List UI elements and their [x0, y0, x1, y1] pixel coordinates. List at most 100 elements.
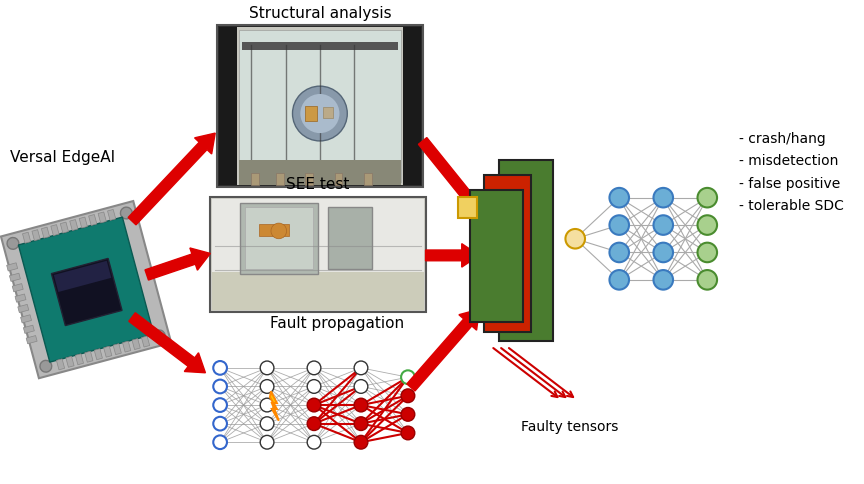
Circle shape [260, 436, 274, 449]
Text: Versal EdgeAI: Versal EdgeAI [10, 150, 115, 165]
Circle shape [697, 270, 717, 289]
Bar [123, 341, 130, 352]
Bar [251, 173, 259, 185]
Circle shape [213, 361, 227, 375]
Circle shape [697, 215, 717, 235]
Text: - false positive: - false positive [739, 177, 840, 191]
Circle shape [354, 361, 368, 375]
Circle shape [401, 370, 415, 384]
Bar [18, 217, 154, 362]
Bar [85, 351, 93, 362]
Bar [94, 348, 103, 360]
Bar [66, 356, 74, 367]
Circle shape [293, 86, 347, 141]
Bar [364, 173, 372, 185]
Bar [305, 106, 317, 121]
Circle shape [609, 270, 629, 289]
Bar [51, 225, 59, 236]
Bar [239, 203, 318, 274]
Bar [242, 42, 398, 50]
Polygon shape [128, 133, 215, 225]
Circle shape [609, 188, 629, 208]
Bar [89, 214, 97, 226]
Bar [259, 224, 289, 236]
Bar [213, 272, 423, 310]
Circle shape [308, 361, 321, 375]
Circle shape [213, 398, 227, 412]
Bar [98, 212, 106, 223]
Circle shape [213, 417, 227, 430]
Bar [107, 210, 116, 220]
Bar [323, 106, 333, 119]
Polygon shape [145, 248, 210, 280]
Circle shape [120, 207, 132, 219]
Circle shape [697, 242, 717, 262]
Bar [79, 217, 87, 228]
Circle shape [260, 398, 274, 412]
Circle shape [271, 223, 287, 239]
Circle shape [308, 398, 321, 412]
Bar [219, 28, 421, 185]
Circle shape [565, 229, 585, 249]
Bar [276, 173, 283, 185]
Bar [217, 26, 422, 187]
Text: - crash/hang: - crash/hang [739, 132, 825, 146]
Bar [469, 190, 524, 322]
Polygon shape [426, 243, 480, 267]
Bar [104, 346, 111, 357]
Bar [7, 263, 17, 271]
Polygon shape [270, 392, 279, 421]
Bar [56, 359, 65, 370]
Bar [219, 28, 237, 185]
Circle shape [653, 270, 673, 289]
Circle shape [213, 436, 227, 449]
Circle shape [40, 361, 52, 372]
Circle shape [401, 408, 415, 421]
Bar [305, 173, 313, 185]
Polygon shape [418, 137, 480, 212]
Circle shape [653, 215, 673, 235]
Bar [54, 261, 111, 292]
Bar [15, 294, 26, 302]
Bar [18, 304, 29, 313]
Circle shape [401, 426, 415, 440]
Circle shape [609, 215, 629, 235]
Text: Fault propagation: Fault propagation [270, 317, 404, 332]
Circle shape [308, 436, 321, 449]
Circle shape [260, 417, 274, 430]
Bar [70, 220, 78, 230]
Bar [484, 175, 531, 332]
Bar [22, 232, 31, 243]
Bar [213, 198, 423, 310]
Bar [334, 173, 342, 185]
Text: - misdetection: - misdetection [739, 154, 838, 168]
Circle shape [213, 379, 227, 393]
Text: Structural analysis: Structural analysis [249, 6, 391, 21]
Bar [32, 230, 40, 241]
Circle shape [609, 242, 629, 262]
Circle shape [7, 238, 19, 249]
Text: - tolerable SDC: - tolerable SDC [739, 199, 843, 213]
Bar [113, 344, 121, 355]
Bar [60, 222, 68, 233]
Circle shape [401, 389, 415, 403]
Circle shape [653, 242, 673, 262]
Circle shape [697, 188, 717, 208]
Bar [238, 161, 401, 185]
Bar [499, 161, 553, 342]
Bar [210, 197, 426, 312]
Bar [1, 201, 171, 378]
Bar [10, 273, 21, 281]
Circle shape [354, 398, 368, 412]
Circle shape [260, 361, 274, 375]
Polygon shape [129, 313, 206, 373]
Circle shape [354, 379, 368, 393]
Bar [12, 284, 23, 292]
Bar [52, 258, 122, 326]
Bar [23, 325, 35, 333]
Text: Faulty tensors: Faulty tensors [521, 420, 618, 434]
Bar [403, 28, 421, 185]
Bar [245, 208, 313, 269]
Bar [75, 354, 84, 365]
Circle shape [653, 188, 673, 208]
